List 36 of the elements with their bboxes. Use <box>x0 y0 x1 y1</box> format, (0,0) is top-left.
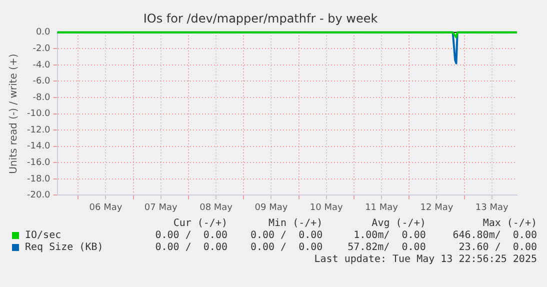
y-tick-label: -2.0 <box>32 44 51 54</box>
y-tick-label: -16.0 <box>26 158 51 168</box>
text: 0.00 / 0.00 <box>154 242 228 254</box>
text: 1.00m/ 0.00 <box>352 230 426 242</box>
y-tick-label: -18.0 <box>26 174 51 184</box>
text: 23.60 / 0.00 <box>458 242 537 254</box>
y-tick-label: -12.0 <box>26 125 51 136</box>
text: Last update: Tue May 13 22:56:25 2025 <box>313 254 537 266</box>
legend-label: IO/sec <box>24 230 62 242</box>
y-tick-label: -6.0 <box>32 76 51 87</box>
y-tick-label: -10.0 <box>26 109 51 120</box>
x-tick-label: 08 May <box>200 202 234 213</box>
text: Max (-/+) <box>482 218 537 230</box>
x-tick-label: 10 May <box>310 202 344 213</box>
text: 0.00 / 0.00 <box>154 230 228 242</box>
text: Cur (-/+) <box>172 218 228 230</box>
text: 57.82m/ 0.00 <box>346 242 426 254</box>
x-tick-label: 12 May <box>420 202 454 213</box>
text: 0.00 / 0.00 <box>249 242 323 254</box>
text: Min (-/+) <box>268 218 323 230</box>
text: 646.80m/ 0.00 <box>452 230 537 242</box>
text: 0.00 / 0.00 <box>249 230 323 242</box>
y-tick-label: -20.0 <box>26 190 51 201</box>
text: Avg (-/+) <box>370 218 426 230</box>
y-tick-label: -8.0 <box>32 92 51 103</box>
y-tick-label: -4.0 <box>32 60 51 70</box>
y-tick-label: -14.0 <box>26 142 51 152</box>
y-tick-label: 0.0 <box>36 28 51 38</box>
x-tick-label: 11 May <box>365 202 399 213</box>
x-tick-label: 13 May <box>475 202 509 213</box>
chart-title: IOs for /dev/mapper/mpathfr - by week <box>143 11 378 26</box>
x-tick-label: 06 May <box>89 202 123 213</box>
x-tick-label: 07 May <box>144 202 178 213</box>
legend-label: Req Size (KB) <box>24 242 104 254</box>
y-axis-title: Units read (-) / write (+) <box>8 54 20 174</box>
x-tick-label: 09 May <box>254 202 288 213</box>
